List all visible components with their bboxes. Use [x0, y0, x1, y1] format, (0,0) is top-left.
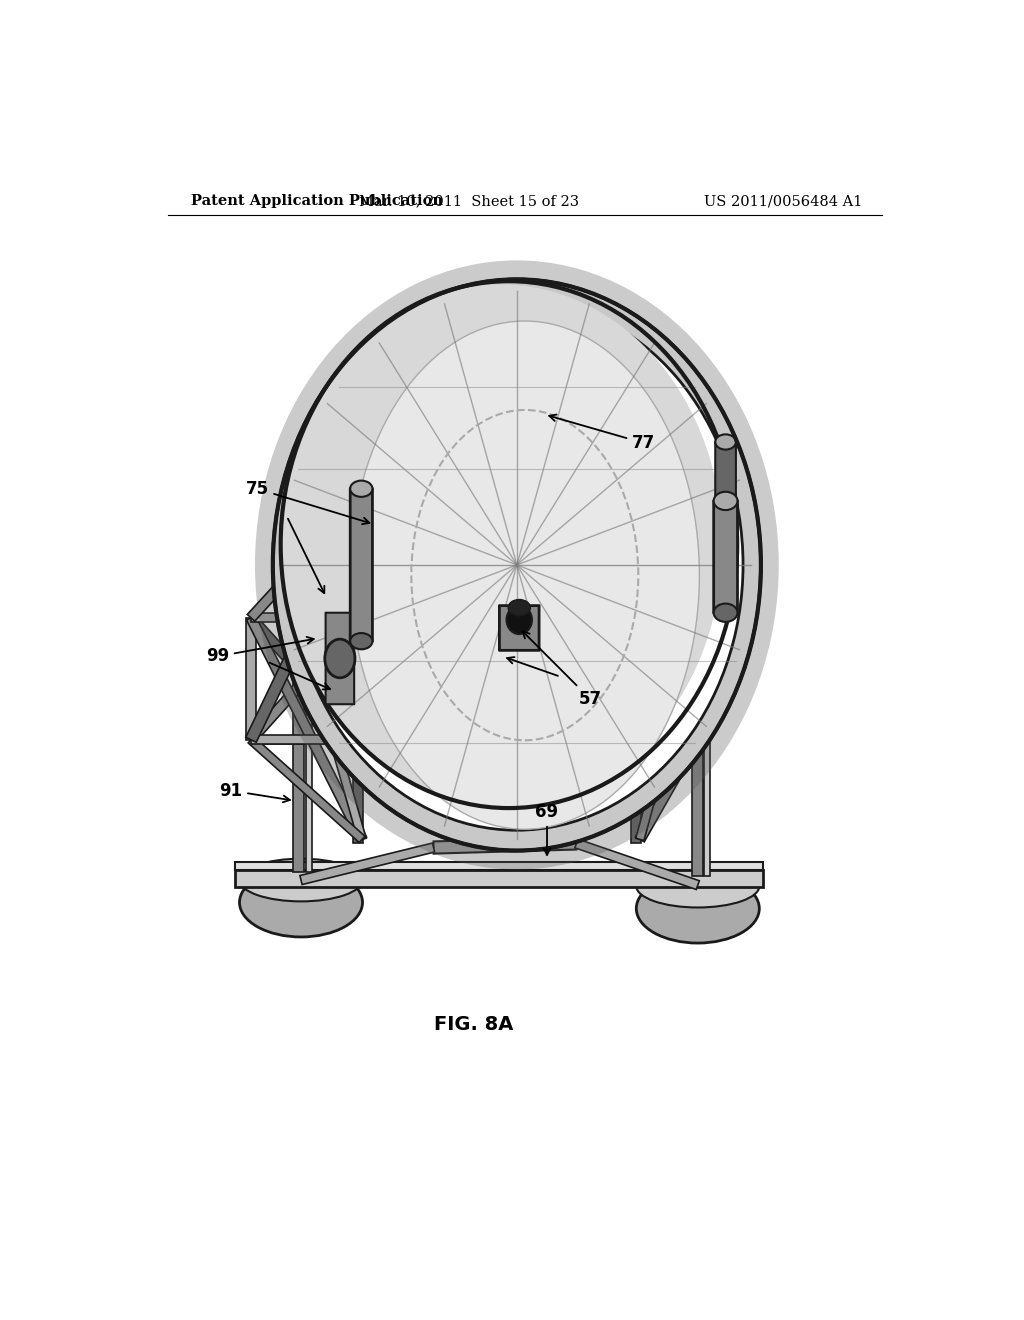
Polygon shape	[433, 549, 604, 561]
Polygon shape	[432, 408, 653, 488]
Text: 69: 69	[536, 803, 558, 855]
Polygon shape	[373, 405, 605, 488]
Polygon shape	[246, 482, 379, 742]
Text: 99: 99	[206, 638, 313, 665]
FancyBboxPatch shape	[326, 612, 354, 704]
Polygon shape	[306, 607, 312, 873]
Ellipse shape	[350, 321, 699, 829]
Polygon shape	[248, 737, 365, 842]
Polygon shape	[295, 615, 367, 841]
Ellipse shape	[636, 874, 760, 942]
Polygon shape	[692, 618, 703, 876]
Polygon shape	[353, 576, 362, 843]
Polygon shape	[636, 624, 701, 841]
Ellipse shape	[350, 634, 373, 649]
Polygon shape	[631, 581, 641, 843]
Ellipse shape	[714, 492, 737, 510]
Polygon shape	[646, 381, 657, 483]
Polygon shape	[251, 735, 697, 744]
Polygon shape	[297, 552, 435, 612]
Polygon shape	[636, 624, 701, 739]
Polygon shape	[429, 412, 438, 524]
Polygon shape	[358, 521, 437, 620]
Ellipse shape	[636, 865, 760, 907]
Text: FIG. 8A: FIG. 8A	[433, 1015, 513, 1034]
Text: 77: 77	[549, 414, 655, 451]
Polygon shape	[601, 549, 700, 622]
FancyBboxPatch shape	[500, 606, 539, 651]
FancyBboxPatch shape	[350, 488, 373, 642]
Polygon shape	[432, 479, 652, 529]
Ellipse shape	[272, 280, 761, 850]
Polygon shape	[247, 614, 366, 743]
Polygon shape	[251, 614, 362, 623]
Text: Mar. 10, 2011  Sheet 15 of 23: Mar. 10, 2011 Sheet 15 of 23	[359, 194, 580, 209]
Polygon shape	[374, 479, 652, 488]
Polygon shape	[371, 480, 437, 560]
Polygon shape	[636, 735, 702, 842]
Polygon shape	[599, 411, 609, 520]
Polygon shape	[293, 607, 304, 873]
Ellipse shape	[507, 606, 531, 634]
Text: 75: 75	[246, 479, 370, 524]
Polygon shape	[372, 378, 607, 525]
Text: Patent Application Publication: Patent Application Publication	[191, 194, 443, 209]
Text: 57: 57	[522, 631, 602, 708]
Polygon shape	[705, 618, 711, 876]
Polygon shape	[373, 478, 606, 558]
Polygon shape	[431, 378, 654, 528]
FancyBboxPatch shape	[714, 500, 737, 612]
Ellipse shape	[350, 480, 373, 496]
Polygon shape	[514, 346, 607, 414]
Polygon shape	[294, 480, 379, 610]
Text: US 2011/0056484 A1: US 2011/0056484 A1	[703, 194, 862, 209]
Polygon shape	[251, 735, 362, 744]
Polygon shape	[300, 843, 434, 884]
Polygon shape	[369, 381, 380, 483]
Polygon shape	[362, 622, 640, 630]
Polygon shape	[247, 612, 366, 743]
Polygon shape	[236, 862, 763, 870]
Ellipse shape	[240, 859, 362, 902]
Polygon shape	[247, 480, 378, 622]
FancyBboxPatch shape	[715, 442, 736, 498]
Polygon shape	[646, 482, 702, 619]
Ellipse shape	[280, 284, 722, 805]
Ellipse shape	[291, 300, 743, 830]
Polygon shape	[636, 623, 702, 741]
Ellipse shape	[716, 434, 736, 450]
Polygon shape	[236, 870, 763, 887]
Ellipse shape	[240, 867, 362, 937]
Text: 91: 91	[219, 781, 290, 803]
Polygon shape	[574, 840, 699, 890]
Polygon shape	[372, 315, 519, 387]
Polygon shape	[600, 519, 644, 627]
Polygon shape	[433, 837, 577, 854]
Polygon shape	[433, 520, 604, 529]
Polygon shape	[247, 615, 367, 842]
Ellipse shape	[325, 639, 355, 677]
Polygon shape	[370, 318, 521, 487]
Polygon shape	[246, 618, 256, 739]
Polygon shape	[600, 480, 655, 556]
Polygon shape	[431, 346, 520, 416]
Polygon shape	[515, 315, 654, 387]
Ellipse shape	[714, 603, 737, 622]
Ellipse shape	[508, 599, 530, 615]
